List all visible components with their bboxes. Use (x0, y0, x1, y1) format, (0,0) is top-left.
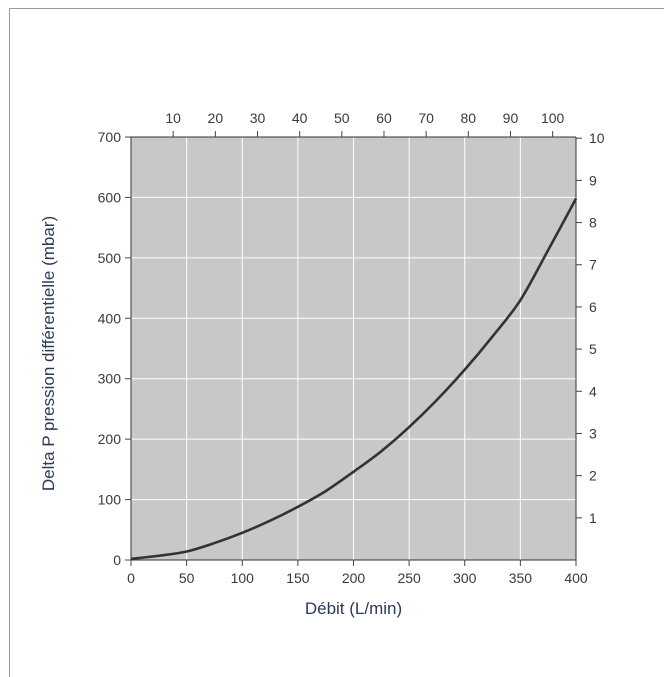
right-tick-label: 9 (589, 172, 597, 188)
x-tick-label: 0 (127, 570, 135, 586)
right-tick-label: 2 (589, 468, 597, 484)
x-tick-label: 100 (231, 570, 255, 586)
right-tick-label: 7 (589, 257, 597, 273)
y-tick-label: 500 (98, 250, 122, 266)
y-tick-label: 600 (98, 189, 122, 205)
x-tick-label: 400 (564, 570, 588, 586)
right-tick-label: 10 (589, 130, 605, 146)
series-line (130, 198, 578, 561)
top-tick-label: 40 (292, 110, 308, 126)
y-tick-label: 100 (98, 492, 122, 508)
x-tick-label: 200 (342, 570, 366, 586)
x-tick-label: 150 (286, 570, 310, 586)
x-tick-label: 50 (179, 570, 195, 586)
x-axis-title: Débit (L/min) (305, 599, 402, 618)
grid-lines (131, 137, 576, 560)
y-tick-label: 200 (98, 431, 122, 447)
right-tick-label: 5 (589, 341, 597, 357)
top-tick-label: 90 (503, 110, 519, 126)
x-tick-label: 250 (397, 570, 421, 586)
y-tick-label: 400 (98, 310, 122, 326)
top-tick-label: 80 (461, 110, 477, 126)
tick-marks (125, 131, 582, 566)
y-tick-label: 300 (98, 371, 122, 387)
y-tick-label: 0 (113, 552, 121, 568)
x-tick-label: 300 (453, 570, 477, 586)
top-tick-label: 50 (334, 110, 350, 126)
x-tick-label: 350 (509, 570, 533, 586)
top-tick-label: 70 (418, 110, 434, 126)
right-tick-label: 3 (589, 425, 597, 441)
top-tick-label: 20 (208, 110, 224, 126)
y-tick-label: 700 (98, 129, 122, 145)
y-axis-title: Delta P pression différentielle (mbar) (39, 216, 58, 491)
tick-labels: 0 50 100 150 200 250 300 350 4000100200300400500… (98, 110, 605, 586)
top-tick-label: 30 (250, 110, 266, 126)
top-tick-label: 60 (376, 110, 392, 126)
right-tick-label: 6 (589, 299, 597, 315)
right-tick-label: 4 (589, 383, 597, 399)
right-tick-label: 8 (589, 215, 597, 231)
top-tick-label: 10 (165, 110, 181, 126)
figure-frame (9, 8, 664, 677)
top-tick-label: 100 (541, 110, 565, 126)
right-tick-label: 1 (589, 510, 597, 526)
